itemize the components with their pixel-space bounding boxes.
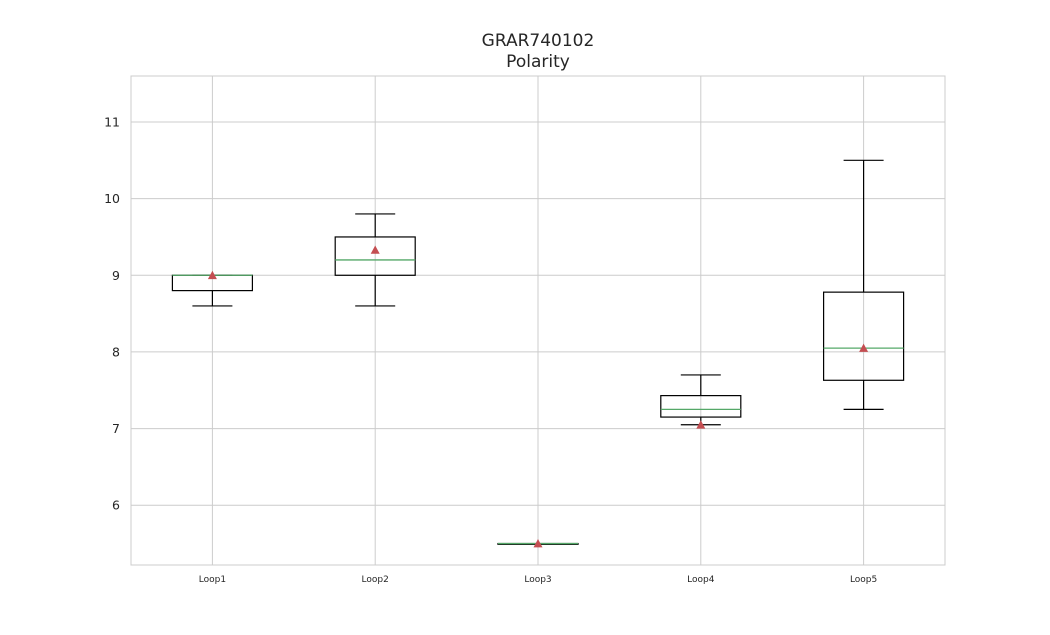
plot-frame (130, 75, 946, 566)
box (822, 291, 905, 381)
mean-marker (533, 539, 543, 548)
box (660, 395, 742, 418)
mean-marker (207, 270, 217, 280)
chart-subtitle: Polarity (506, 52, 570, 72)
box (334, 236, 416, 276)
x-tick-label: Loop1 (199, 575, 226, 585)
mean-marker (370, 245, 380, 254)
chart-title: GRAR740102 (481, 31, 595, 51)
x-tick-label: Loop4 (687, 575, 715, 585)
y-tick-label: 7 (112, 421, 120, 436)
x-tick-label: Loop2 (362, 575, 389, 585)
x-tick-label: Loop3 (524, 575, 551, 585)
y-tick-label: 8 (112, 344, 120, 359)
x-tick-label: Loop5 (850, 575, 877, 585)
y-tick-label: 9 (112, 268, 120, 283)
y-tick-label: 11 (104, 114, 120, 129)
mean-marker (696, 420, 706, 429)
y-tick-label: 6 (112, 498, 120, 513)
y-tick-label: 10 (104, 191, 120, 206)
mean-marker (859, 343, 869, 352)
